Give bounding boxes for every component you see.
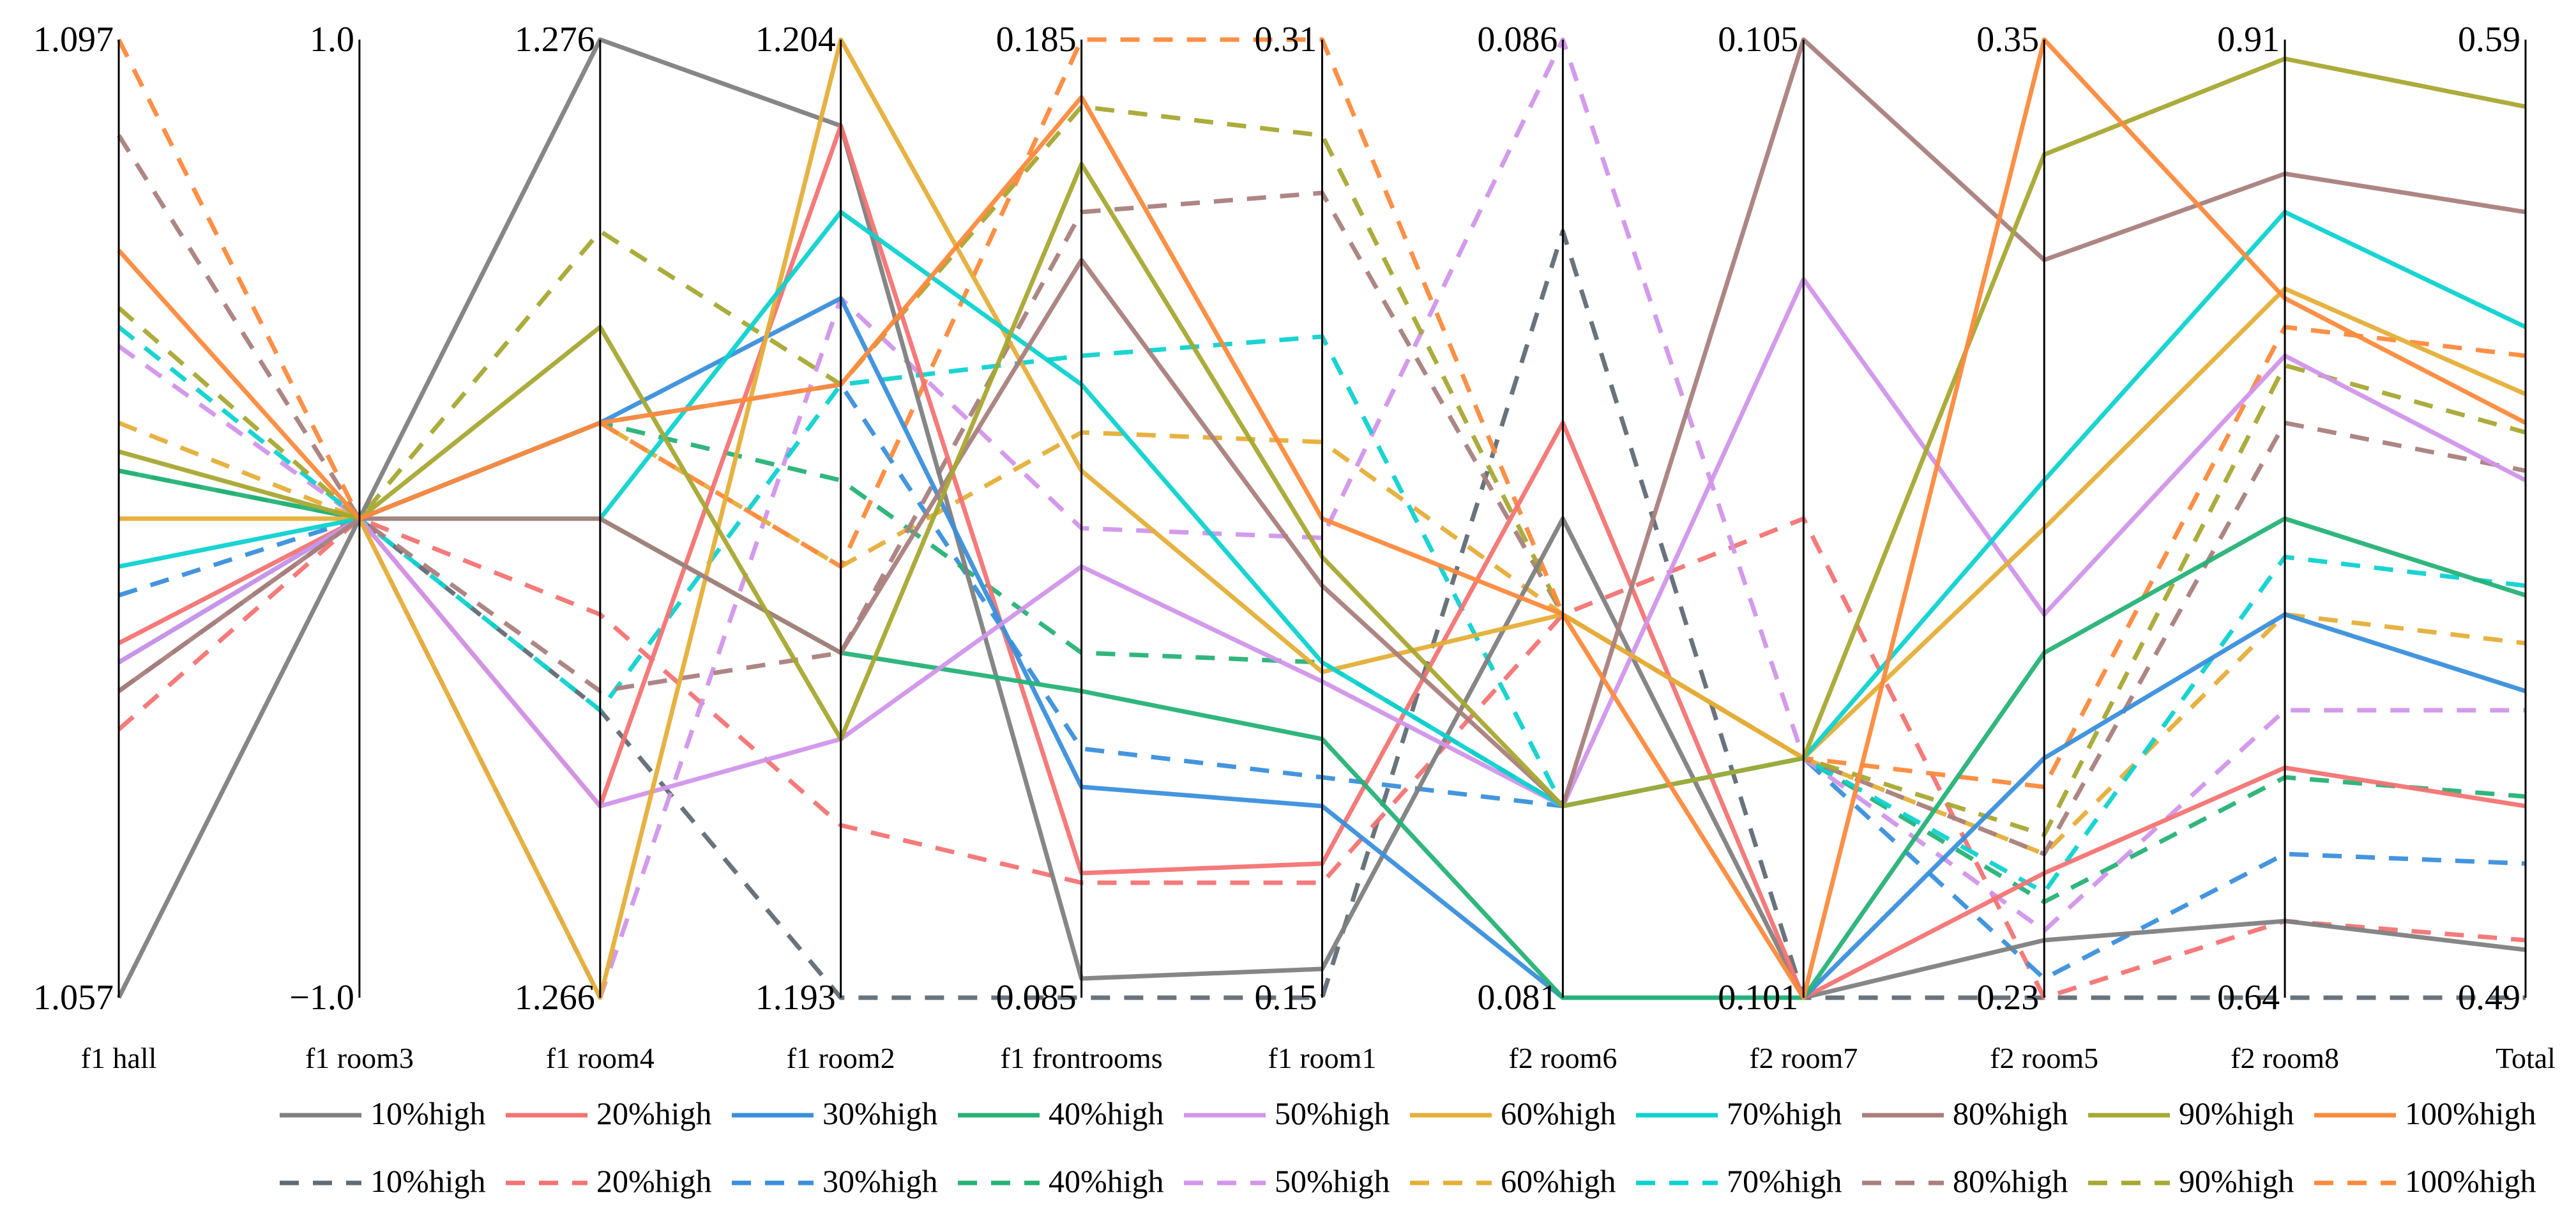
legend-label: 60%high bbox=[1501, 1095, 1616, 1131]
axis-min-label: −1.0 bbox=[289, 978, 354, 1017]
legend-label: 80%high bbox=[1953, 1095, 2068, 1131]
axis-min-label: 0.49 bbox=[2458, 978, 2520, 1017]
legend-entry-70pct-high-solid: 70%high bbox=[1636, 1095, 1842, 1131]
axis-title: f1 frontrooms bbox=[1000, 1042, 1162, 1074]
axis-min-label: 0.64 bbox=[2217, 978, 2280, 1017]
legend-entry-70pct-high-dashed: 70%high bbox=[1636, 1163, 1842, 1199]
legend-label: 10%high bbox=[370, 1163, 486, 1199]
axis-title: f1 hall bbox=[81, 1042, 157, 1074]
legend-label: 60%high bbox=[1501, 1163, 1616, 1199]
legend-entry-60pct-high-solid: 60%high bbox=[1410, 1095, 1616, 1131]
legend-entry-100pct-high-dashed: 100%high bbox=[2314, 1163, 2536, 1199]
legend-label: 80%high bbox=[1953, 1163, 2068, 1199]
legend-entry-40pct-high-dashed: 40%high bbox=[958, 1163, 1164, 1199]
legend-label: 70%high bbox=[1727, 1163, 1842, 1199]
axis-title: f1 room4 bbox=[546, 1042, 655, 1074]
legend-label: 20%high bbox=[596, 1095, 712, 1131]
axis-f2-room5: 0.35 0.23 f2 room5 bbox=[1976, 20, 2098, 1074]
legend-entry-50pct-high-solid: 50%high bbox=[1184, 1095, 1390, 1131]
axis-max-label: 1.204 bbox=[755, 20, 836, 59]
axis-f2-room8: 0.91 0.64 f2 room8 bbox=[2217, 20, 2339, 1074]
legend-entry-40pct-high-solid: 40%high bbox=[958, 1095, 1164, 1131]
axis-max-label: 1.097 bbox=[33, 20, 114, 59]
legend-label: 90%high bbox=[2179, 1163, 2294, 1199]
legend-entry-20pct-high-solid: 20%high bbox=[506, 1095, 712, 1131]
legend-label: 100%high bbox=[2405, 1163, 2536, 1199]
axis-title: f2 room5 bbox=[1990, 1042, 2098, 1074]
legend-label: 20%high bbox=[596, 1163, 712, 1199]
series-line-20pct-high-dashed bbox=[117, 516, 2526, 1000]
legend-entry-30pct-high-solid: 30%high bbox=[732, 1095, 938, 1131]
axis-max-label: 1.0 bbox=[310, 20, 354, 59]
axis-title: f2 room7 bbox=[1749, 1042, 1858, 1074]
axis-min-label: 0.15 bbox=[1255, 978, 1317, 1017]
axis-min-label: 0.081 bbox=[1477, 978, 1557, 1017]
legend-label: 50%high bbox=[1275, 1163, 1390, 1199]
axis-title: Total bbox=[2496, 1042, 2556, 1074]
legend-label: 40%high bbox=[1049, 1163, 1164, 1199]
legend-label: 90%high bbox=[2179, 1095, 2294, 1131]
axis-f1-frontrooms: 0.185 0.085 f1 frontrooms bbox=[996, 20, 1163, 1074]
legend-label: 40%high bbox=[1049, 1095, 1164, 1131]
axis-f2-room6: 0.086 0.081 f2 room6 bbox=[1477, 20, 1617, 1074]
legend-label: 70%high bbox=[1727, 1095, 1842, 1131]
legend-label: 100%high bbox=[2405, 1095, 2536, 1131]
legend-entry-30pct-high-dashed: 30%high bbox=[732, 1163, 938, 1199]
axis-max-label: 0.105 bbox=[1718, 20, 1798, 59]
legend: 10%high 20%high 30%high 40%high 50%high 60%hi… bbox=[280, 1095, 2536, 1199]
legend-entry-80pct-high-solid: 80%high bbox=[1862, 1095, 2068, 1131]
legend-entry-90pct-high-solid: 90%high bbox=[2088, 1095, 2294, 1131]
legend-label: 30%high bbox=[822, 1163, 938, 1199]
axis-min-label: 1.193 bbox=[755, 978, 836, 1017]
axis-max-label: 0.35 bbox=[1976, 20, 2039, 59]
axis-title: f2 room6 bbox=[1508, 1042, 1617, 1074]
legend-entry-100pct-high-solid: 100%high bbox=[2314, 1095, 2536, 1131]
axis-max-label: 0.31 bbox=[1255, 20, 1317, 59]
axis-min-label: 1.266 bbox=[515, 978, 595, 1017]
legend-entry-20pct-high-dashed: 20%high bbox=[506, 1163, 712, 1199]
axis-title: f2 room8 bbox=[2231, 1042, 2339, 1074]
legend-entry-60pct-high-dashed: 60%high bbox=[1410, 1163, 1616, 1199]
axis-min-label: 0.085 bbox=[996, 978, 1077, 1017]
axis-total: 0.59 0.49 Total bbox=[2458, 20, 2556, 1074]
axis-max-label: 0.91 bbox=[2217, 20, 2280, 59]
axis-max-label: 1.276 bbox=[515, 20, 595, 59]
axis-title: f1 room1 bbox=[1268, 1042, 1377, 1074]
axis-min-label: 0.101 bbox=[1718, 978, 1798, 1017]
axis-f1-room3: 1.0 −1.0 f1 room3 bbox=[289, 20, 414, 1074]
axis-max-label: 0.086 bbox=[1477, 20, 1557, 59]
series-line-50pct-high-dashed bbox=[117, 37, 2526, 1000]
axis-title: f1 room3 bbox=[305, 1042, 414, 1074]
axis-min-label: 0.23 bbox=[1976, 978, 2039, 1017]
axis-f2-room7: 0.105 0.101 f2 room7 bbox=[1718, 20, 1858, 1074]
legend-label: 50%high bbox=[1275, 1095, 1390, 1131]
axis-f1-room1: 0.31 0.15 f1 room1 bbox=[1255, 20, 1377, 1074]
axis-f1-room2: 1.204 1.193 f1 room2 bbox=[755, 20, 895, 1074]
axis-f1-room4: 1.276 1.266 f1 room4 bbox=[515, 20, 655, 1074]
axis-max-label: 0.59 bbox=[2458, 20, 2520, 59]
legend-label: 10%high bbox=[370, 1095, 486, 1131]
legend-entry-90pct-high-dashed: 90%high bbox=[2088, 1163, 2294, 1199]
axis-title: f1 room2 bbox=[787, 1042, 895, 1074]
legend-entry-10pct-high-solid: 10%high bbox=[280, 1095, 486, 1131]
axis-max-label: 0.185 bbox=[996, 20, 1077, 59]
legend-entry-80pct-high-dashed: 80%high bbox=[1862, 1163, 2068, 1199]
legend-entry-50pct-high-dashed: 50%high bbox=[1184, 1163, 1390, 1199]
legend-label: 30%high bbox=[822, 1095, 938, 1131]
series-line-90pct-high-dashed bbox=[117, 104, 2526, 837]
legend-entry-10pct-high-dashed: 10%high bbox=[280, 1163, 486, 1199]
axis-min-label: 1.057 bbox=[33, 978, 114, 1017]
axis-f1-hall: 1.097 1.057 f1 hall bbox=[33, 20, 156, 1074]
